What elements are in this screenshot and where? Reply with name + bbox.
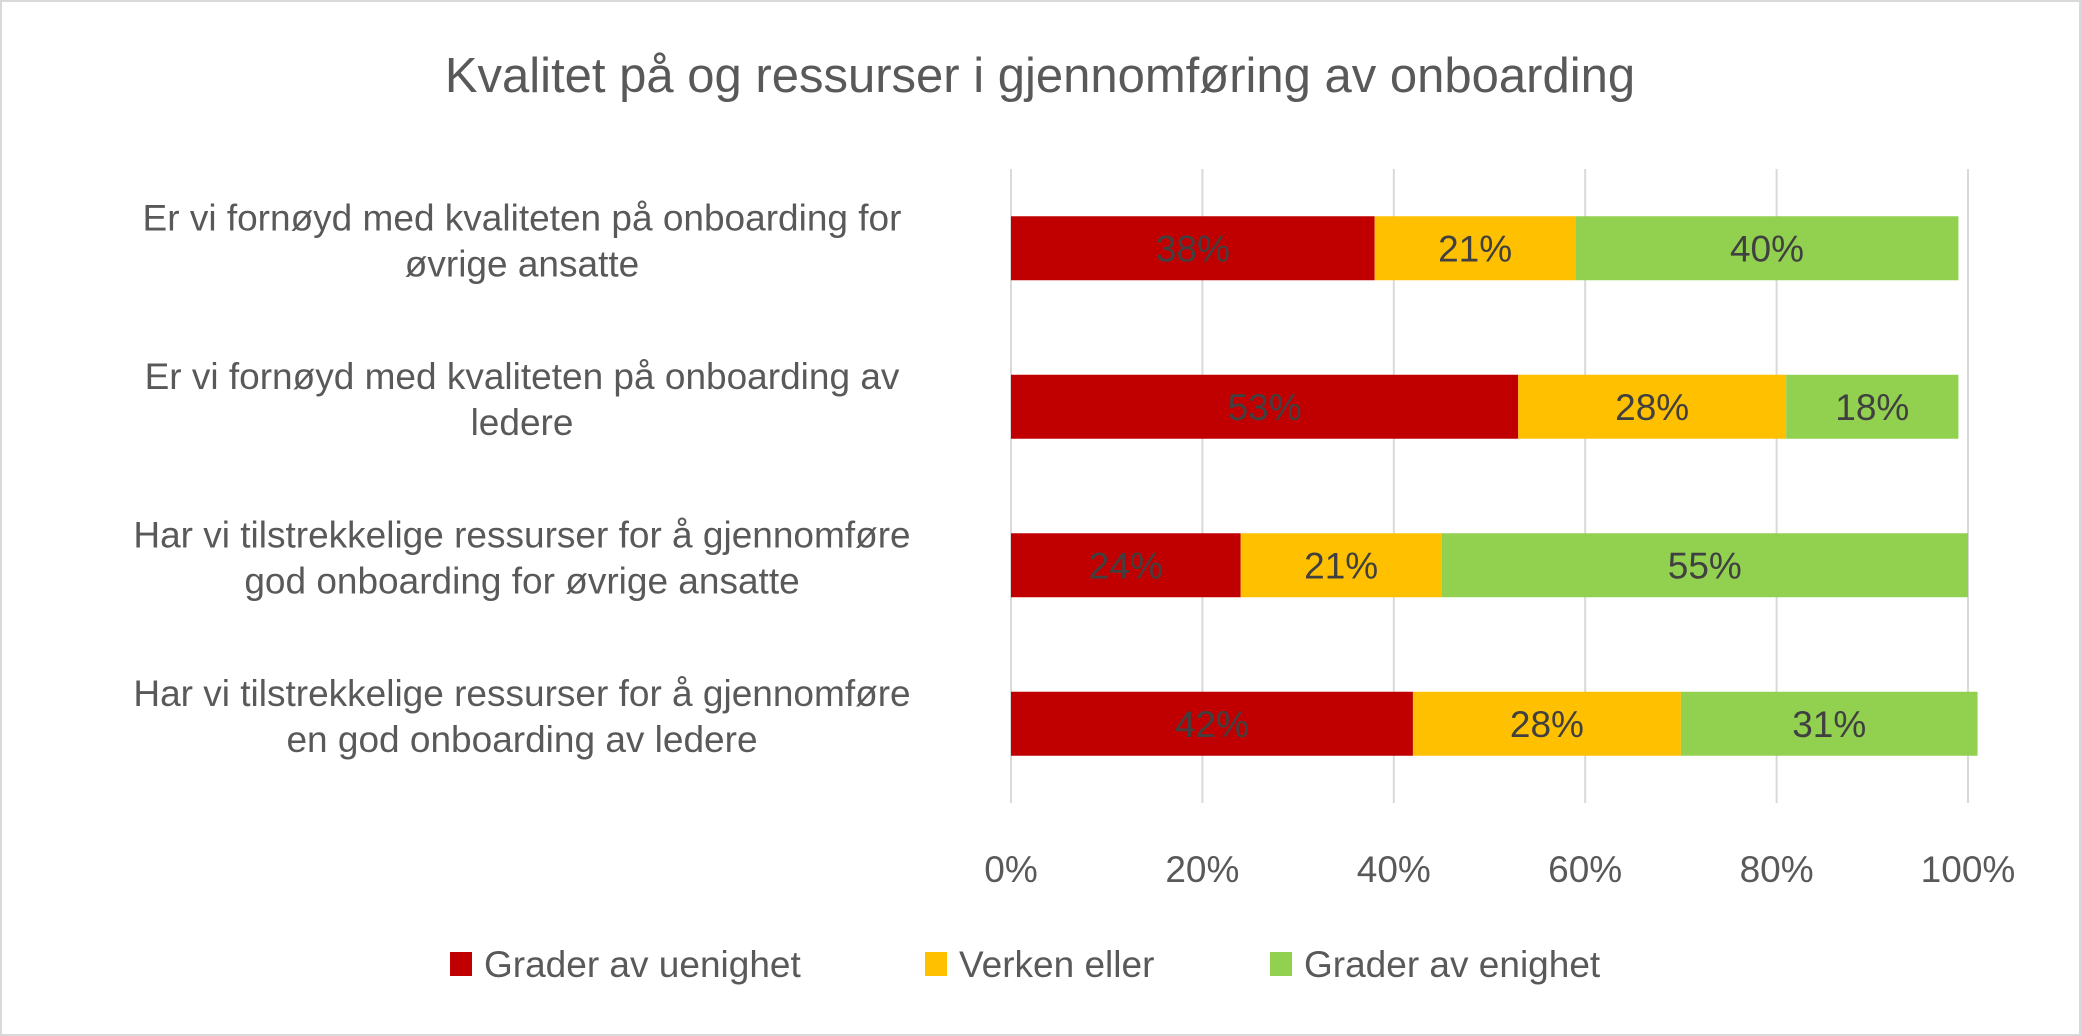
data-label: 40%: [1730, 228, 1804, 269]
data-label: 24%: [1089, 545, 1163, 586]
bar-segment: [1011, 374, 1519, 439]
data-label: 31%: [1792, 704, 1866, 745]
chart-title: Kvalitet på og ressurser i gjennomføring…: [445, 49, 1635, 103]
legend-label: Grader av uenighet: [484, 944, 801, 985]
x-tick-label: 80%: [1740, 849, 1814, 890]
bar-segment: [1011, 691, 1413, 756]
bar-segment: [1374, 216, 1576, 281]
category-label: Er vi fornøyd med kvaliteten på onboardi…: [143, 197, 902, 284]
data-label: 42%: [1175, 704, 1249, 745]
legend-label: Verken eller: [959, 944, 1154, 985]
category-label: Har vi tilstrekkelige ressurser for å gj…: [133, 673, 910, 760]
x-tick-label: 60%: [1548, 849, 1622, 890]
bar-segment: [1011, 533, 1241, 598]
legend-swatch: [450, 952, 472, 976]
legend-swatch: [925, 952, 947, 976]
category-label: Har vi tilstrekkelige ressurser for å gj…: [133, 514, 910, 601]
data-label: 28%: [1510, 704, 1584, 745]
category-label: Er vi fornøyd med kvaliteten på onboardi…: [145, 356, 900, 443]
legend-label: Grader av enighet: [1304, 944, 1601, 985]
x-tick-label: 40%: [1357, 849, 1431, 890]
data-label: 21%: [1304, 545, 1378, 586]
bar-segment: [1412, 691, 1681, 756]
bar-segment: [1575, 216, 1959, 281]
x-tick-label: 0%: [984, 849, 1037, 890]
data-label: 28%: [1615, 387, 1689, 428]
data-label: 55%: [1668, 545, 1742, 586]
bar-segment: [1011, 216, 1375, 281]
legend-swatch: [1270, 952, 1292, 976]
bar-segment: [1680, 691, 1978, 756]
bar-segment: [1786, 374, 1959, 439]
data-label: 18%: [1835, 387, 1909, 428]
data-label: 21%: [1438, 228, 1512, 269]
bar-segment: [1441, 533, 1968, 598]
data-label: 38%: [1156, 228, 1230, 269]
x-tick-label: 20%: [1165, 849, 1239, 890]
data-label: 53%: [1228, 387, 1302, 428]
x-tick-label: 100%: [1921, 849, 2016, 890]
bar-segment: [1240, 533, 1442, 598]
bar-segment: [1518, 374, 1787, 439]
